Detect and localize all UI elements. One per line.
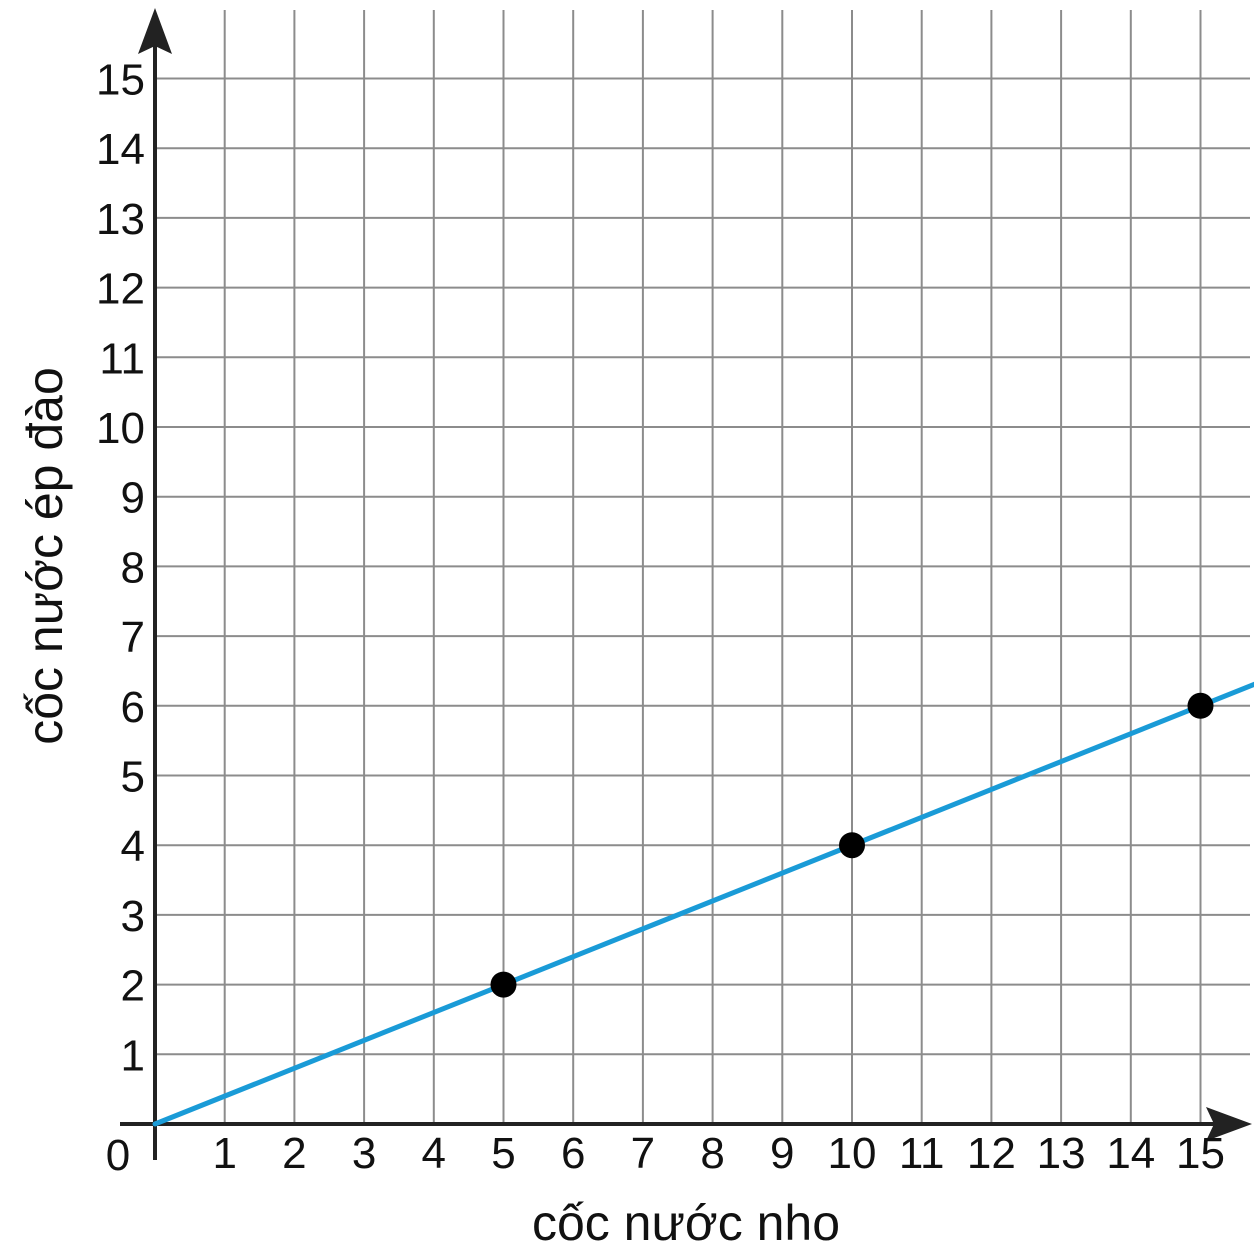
y-tick-label: 12 — [96, 265, 145, 314]
x-tick-label: 13 — [1037, 1129, 1086, 1178]
y-tick-label: 3 — [121, 892, 145, 941]
x-tick-label: 4 — [422, 1129, 446, 1178]
x-tick-label: 8 — [700, 1129, 724, 1178]
x-tick-label: 7 — [631, 1129, 655, 1178]
x-tick-labels: 1 2 3 4 5 6 7 8 9 10 11 12 13 14 15 — [212, 1129, 1225, 1178]
y-tick-label: 11 — [99, 334, 145, 383]
y-tick-label: 2 — [121, 962, 145, 1011]
y-tick-label: 8 — [121, 543, 145, 592]
x-tick-label: 14 — [1106, 1129, 1155, 1178]
data-point — [490, 971, 517, 998]
x-tick-label: 3 — [352, 1129, 376, 1178]
x-tick-label: 6 — [561, 1129, 585, 1178]
x-axis-arrow-icon — [1206, 1107, 1252, 1141]
x-tick-label: 2 — [282, 1129, 306, 1178]
x-axis-title: cốc nước nho — [532, 1195, 840, 1249]
y-tick-label: 15 — [96, 56, 145, 105]
x-tick-label: 15 — [1176, 1129, 1225, 1178]
x-tick-label: 11 — [899, 1129, 945, 1178]
x-tick-label: 9 — [770, 1129, 794, 1178]
origin-label: 0 — [106, 1131, 130, 1180]
y-axis-arrow-icon — [138, 8, 172, 54]
y-tick-label: 6 — [121, 683, 145, 732]
data-point — [1187, 692, 1214, 719]
x-tick-label: 1 — [212, 1129, 236, 1178]
data-point — [839, 832, 865, 859]
series — [152, 681, 1254, 1127]
y-tick-label: 9 — [121, 474, 145, 523]
y-tick-label: 7 — [121, 613, 145, 662]
y-tick-label: 13 — [96, 195, 145, 244]
y-tick-label: 4 — [121, 822, 145, 871]
y-tick-label: 10 — [96, 404, 145, 453]
y-axis-title: cốc nước ép đào — [17, 367, 73, 745]
x-tick-label: 12 — [967, 1129, 1016, 1178]
x-tick-label: 5 — [491, 1129, 515, 1178]
y-tick-label: 1 — [121, 1031, 145, 1080]
series-line — [152, 681, 1254, 1127]
y-tick-label: 14 — [96, 125, 145, 174]
axes — [120, 8, 1252, 1160]
grid — [155, 10, 1250, 1124]
x-tick-label: 10 — [828, 1129, 877, 1178]
y-tick-label: 5 — [121, 753, 145, 802]
